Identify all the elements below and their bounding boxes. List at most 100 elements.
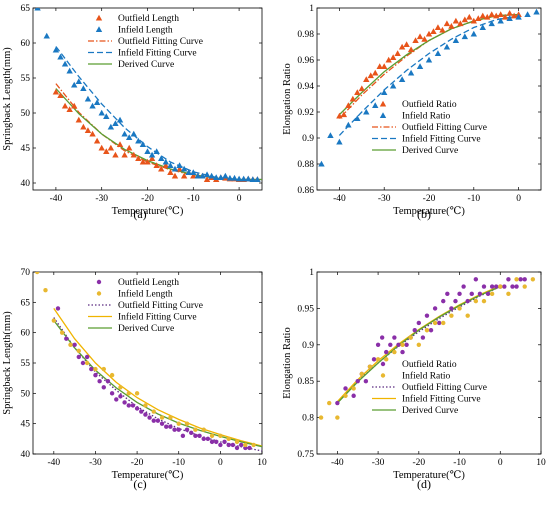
data-point [473, 298, 479, 304]
data-point [412, 328, 417, 333]
y-tick-label: 60 [21, 39, 31, 49]
data-point [497, 17, 504, 24]
data-point [130, 130, 137, 137]
data-point [235, 175, 243, 182]
data-point [118, 385, 123, 390]
y-tick-label: 0.86 [297, 186, 314, 196]
data-point [449, 306, 454, 311]
data-point [443, 43, 451, 50]
data-point [143, 412, 148, 417]
data-point [452, 37, 460, 44]
data-point [381, 89, 388, 96]
data-point [351, 386, 356, 391]
data-point [524, 11, 531, 18]
data-point [176, 162, 183, 169]
data-layer [318, 8, 540, 167]
data-point [245, 175, 252, 182]
y-tick-label: 55 [21, 74, 31, 84]
data-point [52, 46, 60, 53]
data-point [122, 400, 127, 405]
chart-panel-c: -40 -30 -20 -10 0 10 40 45 50 55 60 65 70 Temperature… [2, 268, 267, 491]
legend-label: Derived Curve [402, 406, 458, 416]
data-point [425, 56, 433, 63]
data-point [375, 357, 381, 362]
data-point [98, 109, 105, 116]
data-point [240, 175, 247, 182]
data-point [367, 72, 374, 79]
data-point [125, 134, 133, 141]
data-point [403, 41, 410, 47]
data-point [473, 277, 479, 282]
x-axis-label: Temperature(℃) [112, 470, 184, 481]
data-point [384, 357, 389, 362]
data-point [172, 427, 177, 432]
data-point [171, 172, 179, 179]
chart-panel-b: -40 -30 -20 -10 0 0.86 0.88 0.9 0.92 0.94 0.96 0.98… [282, 4, 542, 221]
data-point [93, 372, 98, 378]
legend-label: Infield Fitting Curve [118, 312, 197, 323]
data-point [465, 298, 470, 304]
data-point [126, 403, 131, 408]
plot-area [32, 271, 263, 455]
data-point [222, 439, 227, 445]
legend-label: Infield Ratio [402, 111, 451, 122]
y-tick-label: 45 [21, 144, 31, 154]
data-point [484, 13, 491, 20]
data-point [436, 320, 442, 326]
data-point [218, 433, 223, 438]
data-point [445, 291, 450, 297]
data-point [439, 26, 446, 33]
data-point [354, 115, 361, 122]
data-point [180, 433, 186, 438]
data-point [201, 427, 206, 432]
data-point [230, 442, 236, 448]
data-point [89, 102, 96, 109]
data-point [251, 442, 256, 448]
data-point [130, 403, 136, 408]
data-point [97, 379, 102, 384]
data-point [84, 360, 90, 366]
data-point [358, 85, 365, 92]
data-point [375, 342, 381, 347]
data-point [392, 349, 397, 355]
x-axis-label: Temperature(℃) [393, 470, 465, 481]
data-point [420, 335, 426, 340]
x-tick-label: -30 [378, 194, 391, 204]
data-point [469, 291, 474, 297]
data-point [367, 364, 373, 369]
data-point [103, 148, 110, 155]
legend-label: Infield Length [118, 25, 173, 36]
data-point [335, 400, 340, 406]
y-tick-label: 0.85 [297, 377, 314, 387]
data-point [502, 284, 507, 289]
legend-label: Outfield Ratio [402, 359, 457, 370]
legend-label: Infield Fitting Curve [402, 394, 481, 405]
x-tick-label: 10 [257, 458, 267, 468]
data-point [327, 132, 334, 138]
data-point [355, 379, 360, 384]
data-point [416, 320, 422, 326]
legend-label: Infield Length [118, 289, 173, 300]
data-point [109, 391, 115, 396]
data-point [185, 169, 192, 176]
data-point [43, 32, 50, 39]
data-point [80, 360, 86, 366]
data-point [407, 46, 415, 53]
y-tick-label: 65 [21, 298, 31, 308]
legend-label: Infield Fitting Curve [402, 134, 481, 145]
legend-marker [380, 373, 386, 378]
data-point [506, 291, 511, 297]
y-axis-label: Springback Length(mm) [2, 47, 13, 151]
data-point [121, 151, 128, 158]
data-point [203, 171, 211, 178]
data-point [430, 28, 437, 34]
data-point [354, 89, 361, 96]
data-point [158, 165, 165, 172]
data-point [103, 113, 110, 120]
y-tick-label: 50 [21, 389, 31, 399]
data-point [139, 141, 147, 148]
x-tick-label: -10 [172, 458, 185, 468]
y-tick-label: 70 [21, 268, 31, 278]
chart-panel-a: -40 -30 -20 -10 0 40 45 50 55 60 65 Temperature(℃) S… [2, 4, 263, 221]
data-point [518, 277, 523, 282]
